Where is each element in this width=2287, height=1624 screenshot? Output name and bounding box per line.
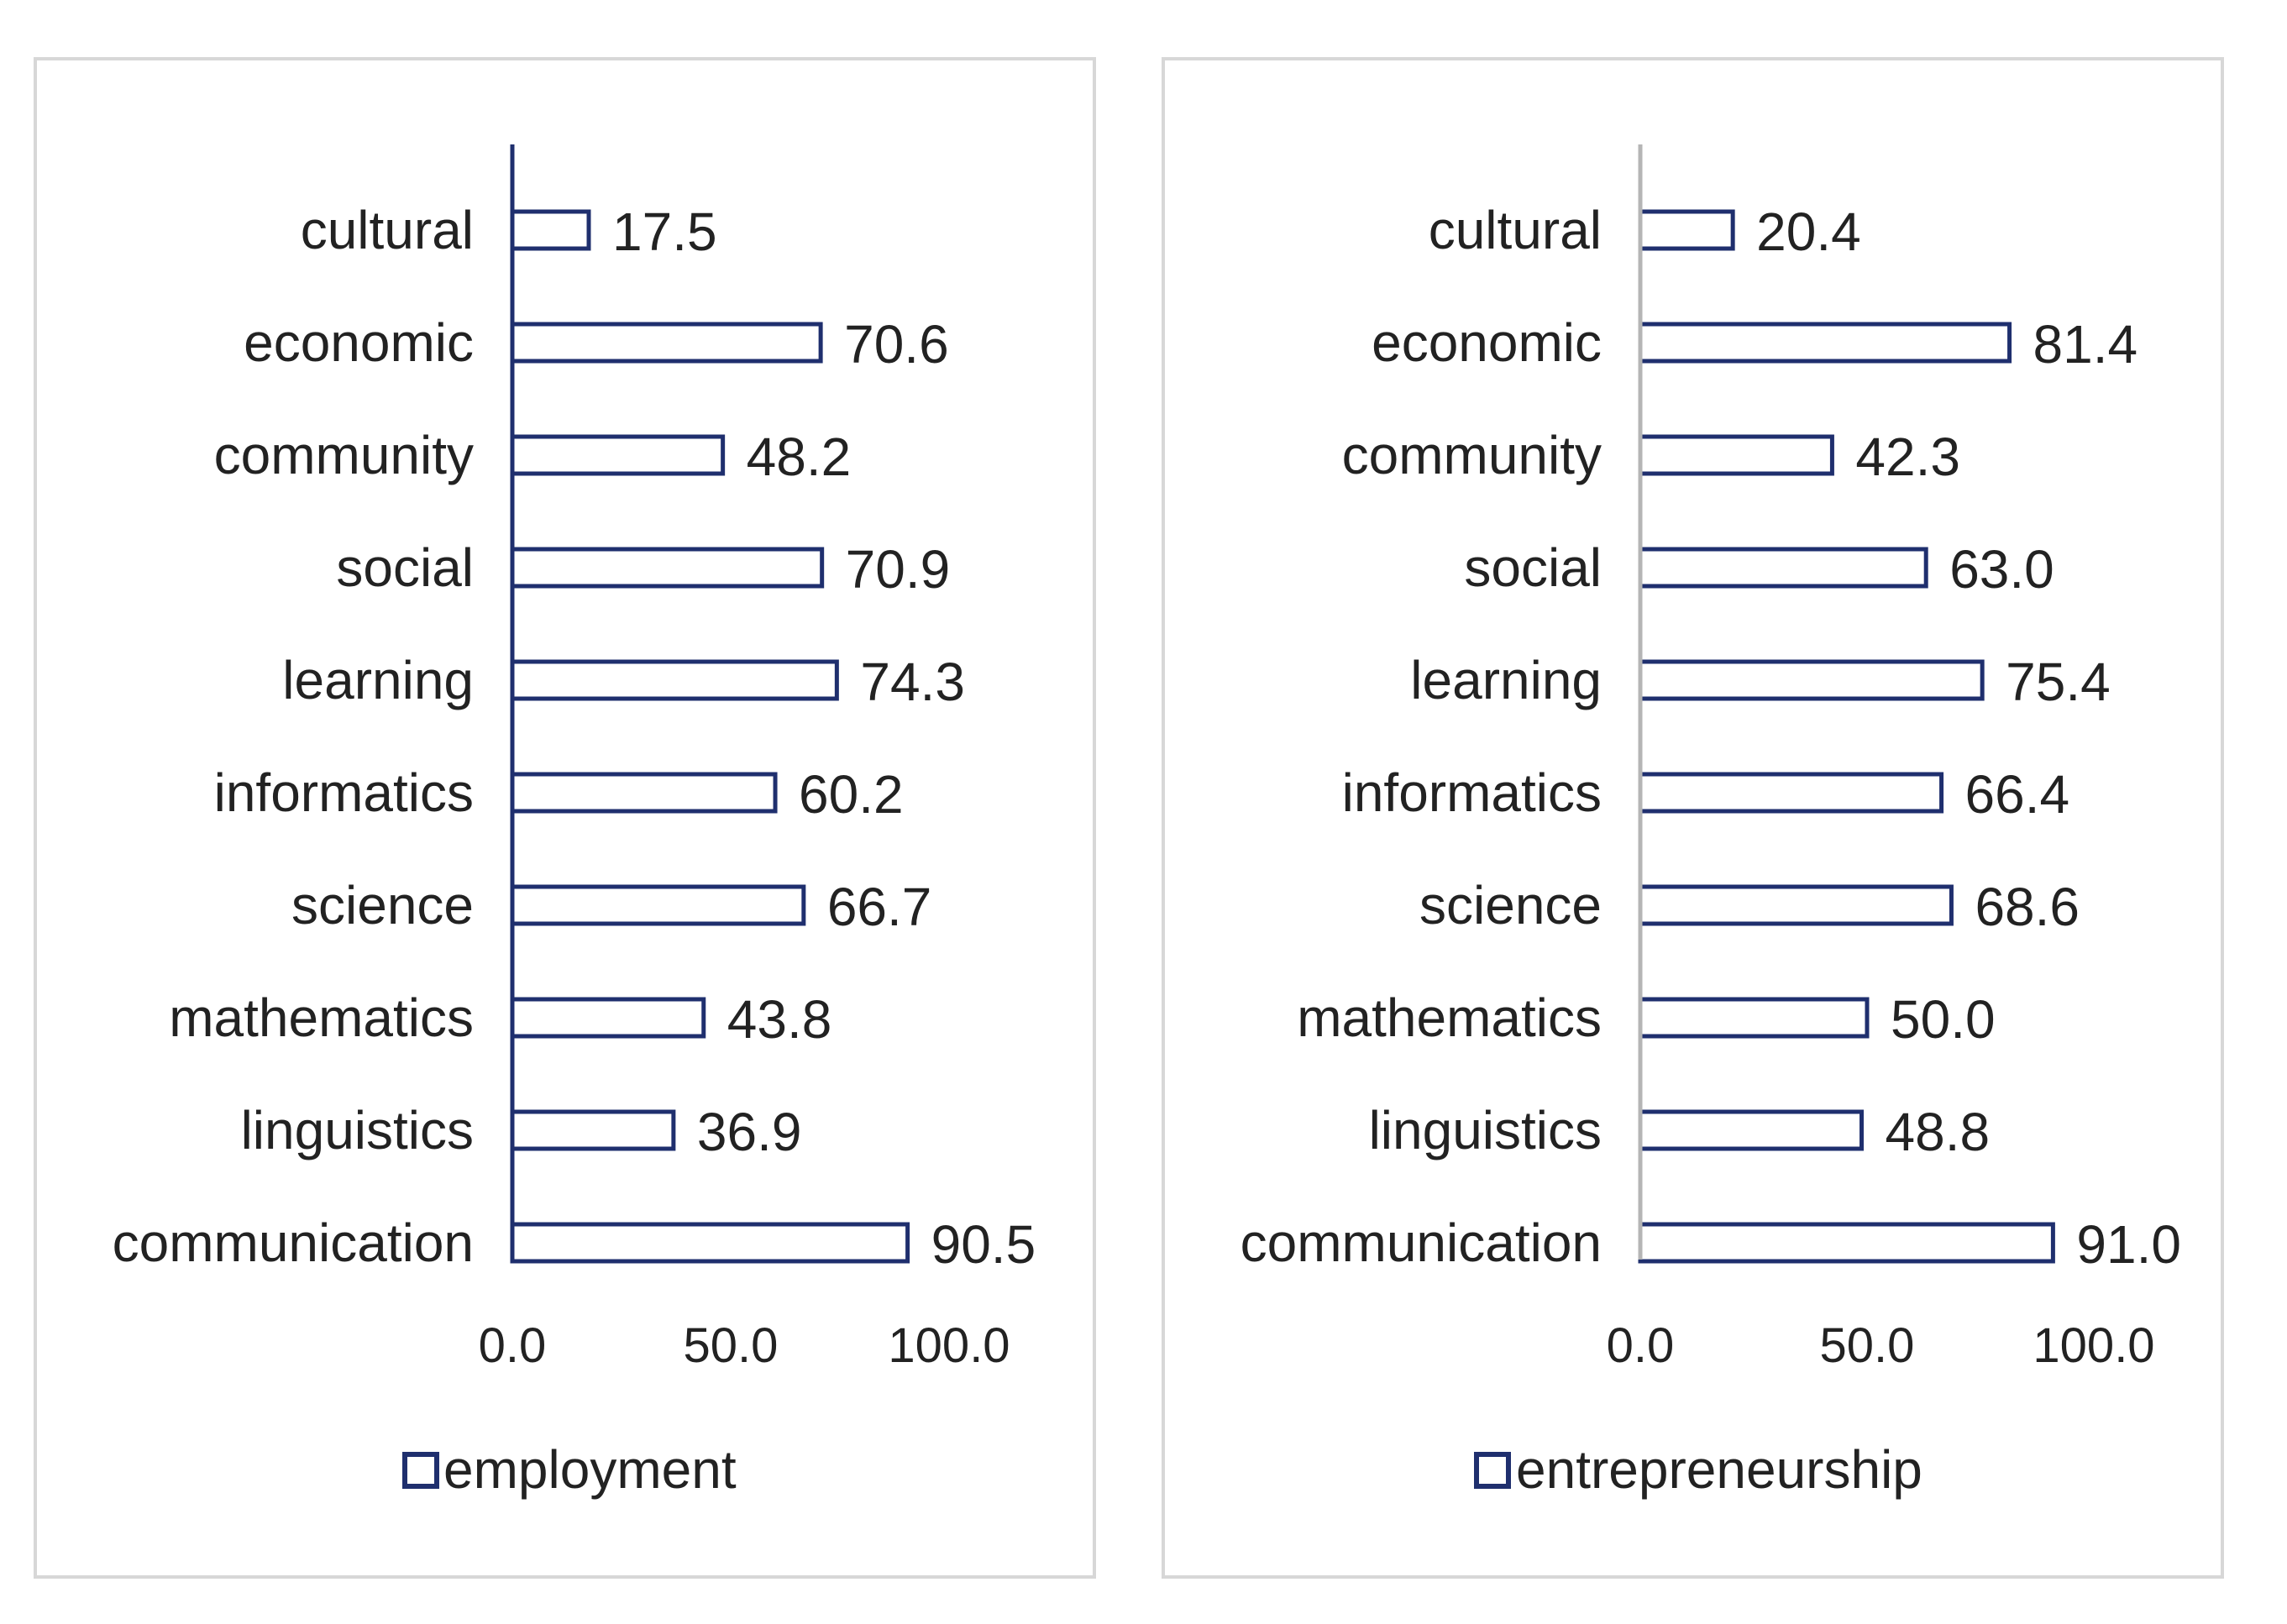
category-label-economic: economic (244, 312, 474, 373)
category-label-linguistics: linguistics (241, 1100, 474, 1160)
bar-cultural (510, 209, 591, 251)
value-label-social: 63.0 (1949, 539, 2054, 600)
legend-label-entrepreneurship: entrepreneurship (1516, 1439, 1922, 1500)
bar-mathematics (510, 997, 706, 1039)
bar-informatics (510, 772, 778, 814)
entrepreneurship-chart: cultural 20.4 economic 81.4 community 42.3 soc… (1241, 144, 2181, 1500)
category-label-learning: learning (1410, 650, 1602, 710)
bar-community (1638, 434, 1834, 476)
bar-social (510, 547, 825, 589)
hollow-square-icon (1474, 1452, 1511, 1489)
category-label-science: science (291, 875, 474, 935)
category-label-communication: communication (113, 1213, 474, 1273)
value-label-community: 42.3 (1855, 427, 1960, 487)
x-tick-label: 50.0 (684, 1318, 779, 1373)
value-label-social: 70.9 (846, 539, 951, 600)
value-label-informatics: 66.4 (1965, 764, 2070, 825)
category-label-mathematics: mathematics (1297, 987, 1602, 1048)
x-tick-label: 0.0 (1607, 1318, 1675, 1373)
category-label-cultural: cultural (301, 200, 474, 260)
bar-economic (1638, 322, 2012, 364)
value-label-economic: 70.6 (844, 314, 949, 375)
category-label-informatics: informatics (214, 762, 474, 823)
bar-science (1638, 884, 1954, 926)
bar-linguistics (510, 1109, 676, 1151)
x-tick-label: 100.0 (2033, 1318, 2154, 1373)
bar-communication (510, 1222, 910, 1264)
category-label-community: community (1342, 425, 1602, 485)
value-label-cultural: 17.5 (612, 202, 717, 262)
value-label-mathematics: 50.0 (1891, 989, 1996, 1050)
value-label-economic: 81.4 (2033, 314, 2138, 375)
category-label-community: community (214, 425, 474, 485)
category-label-linguistics: linguistics (1369, 1100, 1602, 1160)
category-label-mathematics: mathematics (169, 987, 474, 1048)
value-label-community: 48.2 (747, 427, 852, 487)
bar-science (510, 884, 806, 926)
value-label-linguistics: 48.8 (1886, 1102, 1991, 1162)
bar-learning (510, 659, 839, 701)
bar-informatics (1638, 772, 1944, 814)
category-label-communication: communication (1241, 1213, 1602, 1273)
hollow-square-icon (402, 1452, 439, 1489)
value-label-informatics: 60.2 (799, 764, 904, 825)
bar-communication (1638, 1222, 2055, 1264)
bar-economic (510, 322, 823, 364)
category-label-cultural: cultural (1429, 200, 1602, 260)
value-label-communication: 90.5 (931, 1214, 1036, 1275)
x-tick-label: 0.0 (479, 1318, 547, 1373)
value-label-cultural: 20.4 (1756, 202, 1861, 262)
bar-community (510, 434, 726, 476)
category-label-learning: learning (282, 650, 474, 710)
value-label-science: 68.6 (1975, 877, 2080, 937)
employment-chart-panel: cultural 17.5 economic 70.6 community 48.2 soc… (34, 57, 1096, 1579)
entrepreneurship-chart-panel: cultural 20.4 economic 81.4 community 42.3 soc… (1162, 57, 2224, 1579)
employment-chart: cultural 17.5 economic 70.6 community 48.2 soc… (113, 144, 1036, 1500)
value-label-learning: 74.3 (860, 652, 965, 712)
value-label-mathematics: 43.8 (727, 989, 832, 1050)
value-label-linguistics: 36.9 (697, 1102, 802, 1162)
x-tick-label: 100.0 (888, 1318, 1010, 1373)
category-label-science: science (1419, 875, 1602, 935)
bar-social (1638, 547, 1928, 589)
category-label-economic: economic (1372, 312, 1602, 373)
x-tick-label: 50.0 (1820, 1318, 1915, 1373)
value-label-communication: 91.0 (2076, 1214, 2181, 1275)
category-label-social: social (1464, 537, 1602, 598)
legend-label-employment: employment (443, 1439, 737, 1500)
bar-mathematics (1638, 997, 1870, 1039)
value-label-science: 66.7 (827, 877, 932, 937)
bar-linguistics (1638, 1109, 1865, 1151)
bar-learning (1638, 659, 1985, 701)
bar-cultural (1638, 209, 1735, 251)
category-label-social: social (336, 537, 474, 598)
value-label-learning: 75.4 (2006, 652, 2111, 712)
category-label-informatics: informatics (1342, 762, 1602, 823)
